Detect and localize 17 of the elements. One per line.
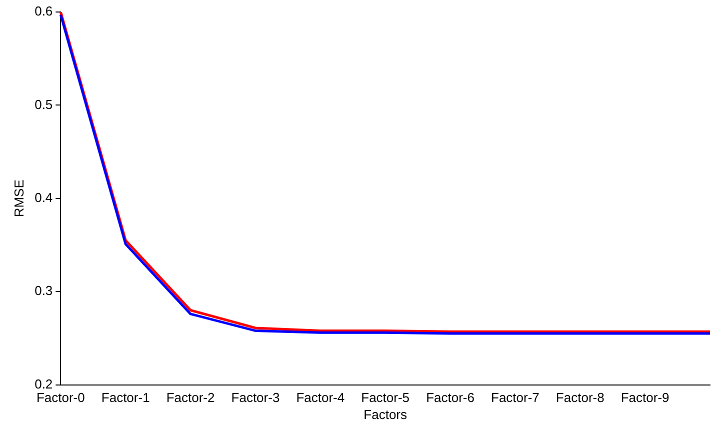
x-tick-label: Factor-0 (36, 390, 85, 406)
x-axis-title: Factors (364, 406, 408, 422)
y-tick-label: 0.6 (34, 4, 53, 19)
y-tick-label: 0.4 (34, 190, 53, 205)
x-tick-label: Factor-4 (296, 390, 345, 406)
x-tick-label: Factor-5 (361, 390, 410, 406)
y-tick-label: 0.5 (34, 96, 53, 112)
x-tick-label: Factor-6 (426, 390, 474, 406)
y-tick-label: 0.2 (34, 376, 53, 392)
y-axis-title: RMSE (11, 179, 26, 218)
x-tick-label: Factor-2 (166, 390, 215, 406)
x-tick-label: Factor-9 (620, 390, 670, 406)
x-tick-label: Factor-3 (231, 390, 280, 406)
x-tick-label: Factor-7 (491, 390, 540, 406)
x-tick-label: Factor-8 (556, 390, 604, 406)
y-tick-label: 0.3 (34, 283, 53, 298)
x-tick-label: Factor-1 (101, 390, 150, 406)
